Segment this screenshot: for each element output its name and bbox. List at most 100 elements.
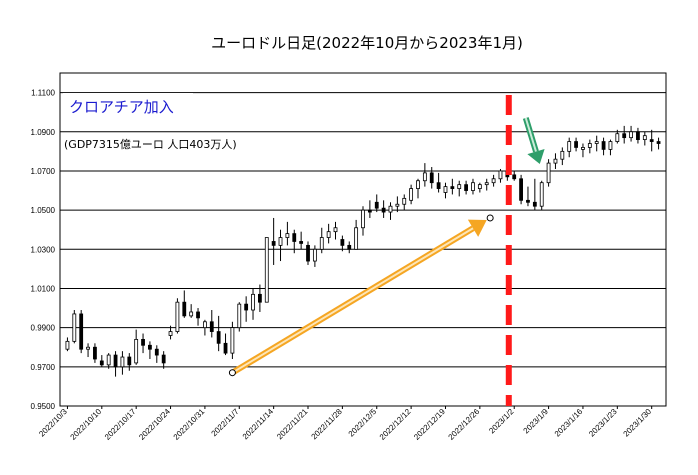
y-tick-label: 1.0700: [31, 167, 56, 176]
candle-body: [512, 174, 517, 180]
candle-body: [257, 293, 262, 303]
candle-body: [182, 301, 187, 317]
candle: [113, 351, 118, 377]
candle-body: [574, 141, 578, 148]
candle: [416, 178, 420, 199]
candle-body: [491, 178, 496, 184]
candle-body: [148, 344, 152, 350]
candle: [79, 310, 84, 354]
candle: [251, 288, 255, 320]
candle-body: [106, 354, 111, 366]
y-tick-label: 1.0300: [31, 245, 56, 254]
candle-body: [388, 205, 393, 213]
candle-body: [642, 135, 647, 141]
candle-body: [526, 199, 530, 203]
x-tick-label: 2022/12/12: [378, 407, 413, 442]
candle-body: [230, 327, 235, 354]
candle-body: [203, 321, 207, 329]
candle: [127, 353, 132, 371]
candle-body: [127, 356, 132, 366]
x-axis-ticks: 2022/10/3 2022/10/10 2022/10/17 2022/10/24 2…: [37, 406, 653, 442]
candle-body: [587, 143, 592, 148]
candle-body: [216, 331, 221, 344]
candle: [615, 129, 620, 144]
candle: [292, 229, 297, 254]
candle-body: [223, 342, 228, 354]
candle: [512, 170, 517, 181]
candle: [436, 172, 441, 193]
candle-body: [319, 237, 324, 250]
candle-body: [381, 207, 386, 213]
candle: [629, 125, 633, 142]
candle: [86, 343, 90, 358]
candle: [464, 180, 469, 195]
candle: [333, 221, 338, 240]
candle: [65, 337, 70, 352]
candle: [526, 186, 530, 207]
candle: [175, 298, 180, 334]
candle: [216, 315, 221, 352]
candle: [148, 341, 152, 359]
candle: [319, 227, 324, 254]
candle: [471, 178, 475, 195]
candle-body: [519, 178, 523, 201]
candle: [326, 223, 331, 244]
candle: [567, 137, 572, 158]
candle: [594, 135, 599, 152]
candle: [72, 310, 77, 344]
y-tick-label: 0.9900: [31, 324, 56, 333]
candle-body: [367, 209, 372, 213]
candle-body: [464, 184, 469, 191]
x-tick-label: 2022/11/7: [210, 407, 241, 438]
candle-body: [477, 184, 482, 189]
candle: [209, 310, 214, 338]
candle-body: [395, 203, 400, 207]
candle-body: [278, 237, 283, 246]
candle-body: [72, 313, 77, 342]
candle-body: [532, 201, 537, 207]
candle: [203, 319, 207, 336]
drop-arrow-head: [527, 148, 545, 164]
x-tick-label: 2022/10/17: [103, 407, 138, 442]
uptrend-end-point: [486, 214, 494, 222]
candle: [161, 351, 166, 369]
candle-body: [622, 133, 627, 139]
x-tick-label: 2022/10/31: [172, 407, 207, 442]
candle-body: [333, 227, 338, 233]
candle-body: [636, 131, 640, 141]
candle-body: [416, 180, 420, 189]
candle-body: [422, 172, 427, 182]
candle-body: [161, 354, 166, 364]
candle-body: [312, 248, 317, 262]
candle-body: [443, 186, 448, 193]
candle: [168, 325, 173, 340]
candle-body: [141, 338, 145, 346]
candle: [244, 296, 249, 322]
event-label-background: [63, 93, 193, 119]
x-tick-label: 2022/10/24: [137, 407, 172, 442]
uptrend-arrow-fill: [231, 227, 474, 374]
y-tick-label: 1.0500: [31, 206, 56, 215]
candle-body: [567, 141, 572, 152]
candle-body: [340, 239, 345, 246]
candle-body: [113, 354, 118, 368]
candle: [354, 219, 359, 250]
candle: [546, 159, 551, 187]
x-tick-label: 2023/1/23: [587, 407, 619, 439]
candle-body: [594, 141, 599, 144]
candle-body: [450, 186, 455, 189]
detail-label-background: [63, 135, 299, 153]
candle-body: [65, 340, 70, 350]
chart-title: ユーロドル日足(2022年10月から2023年1月): [211, 34, 523, 52]
candle: [141, 333, 145, 354]
uptrend-start-point: [228, 369, 236, 377]
drop-arrow-fill: [524, 117, 537, 152]
x-tick-label: 2022/11/28: [310, 407, 345, 442]
x-tick-label: 2022/11/21: [275, 407, 310, 442]
candle-body: [134, 338, 139, 364]
candle: [106, 353, 111, 369]
candle-body: [601, 141, 606, 150]
candle: [539, 180, 544, 211]
candle-body: [649, 139, 654, 142]
